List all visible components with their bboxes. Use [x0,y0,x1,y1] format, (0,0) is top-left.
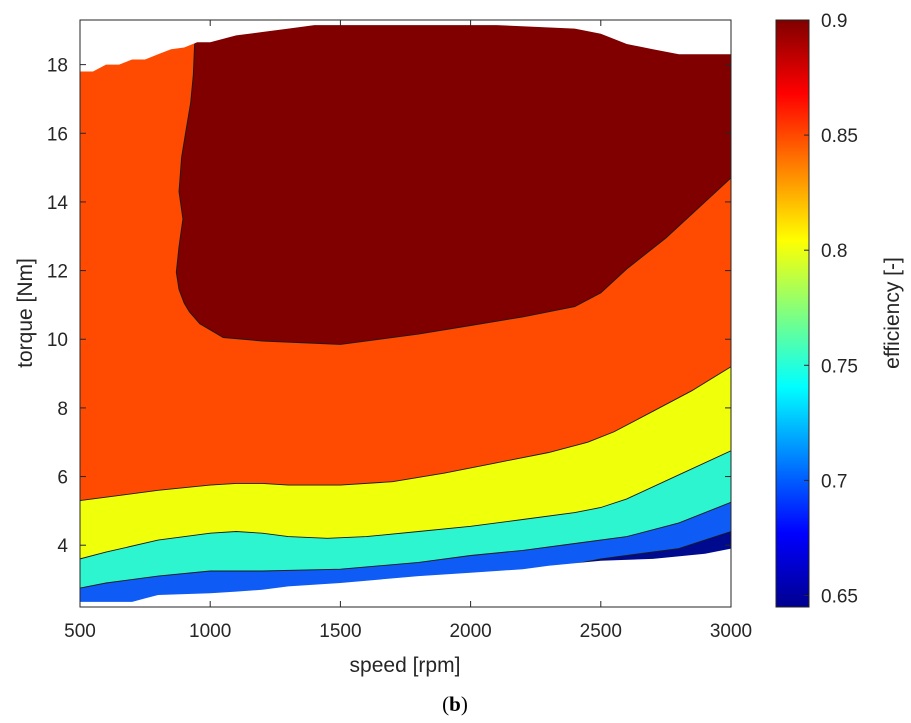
no-data-region-bottom [80,548,731,607]
y-tick-label: 14 [47,193,69,214]
colorbar-tick-label: 0.7 [821,471,847,492]
colorbar-tick-label: 0.9 [821,11,847,32]
y-tick-label: 12 [47,262,68,283]
contour-line-0.85 [80,366,731,502]
colorbar [775,19,810,608]
y-axis-label: torque [Nm] [14,258,37,368]
contour-line-0.80 [80,450,731,560]
x-tick-label: 1000 [189,621,231,642]
contour-plot-area [80,20,731,607]
y-tick-label: 4 [57,536,68,557]
colorbar-tick-label: 0.75 [821,356,858,377]
contour-line-0.75 [80,501,731,589]
colorbar-label: efficiency [-] [881,257,904,369]
x-tick-label: 2500 [580,621,622,642]
x-tick-label: 3000 [710,621,752,642]
y-tick-label: 6 [57,468,68,489]
y-tick-label: 10 [47,330,68,351]
x-axis-ticks: 500 1000 1500 2000 2500 3000 [64,20,752,642]
colorbar-tick-label: 0.85 [821,126,858,147]
contour-line-0.90 [175,43,731,345]
x-tick-label: 2000 [449,621,491,642]
colorbar-ticks: 0.65 0.7 0.75 0.8 0.85 0.9 [804,11,858,607]
y-tick-label: 8 [57,399,68,420]
y-tick-label: 18 [47,56,68,77]
y-tick-label: 16 [47,124,68,145]
x-tick-label: 1500 [319,621,361,642]
no-data-region-top [80,20,731,72]
region-above-0.90 [176,20,731,345]
colorbar-tick-label: 0.65 [821,586,858,607]
figure-caption: (b) [442,692,468,716]
plot-frame [79,19,732,608]
y-axis-ticks: 4 6 8 10 12 14 16 18 [47,56,731,557]
colorbar-tick-label: 0.8 [821,241,847,262]
x-axis-label: speed [rpm] [350,654,461,677]
x-tick-label: 500 [64,621,96,642]
